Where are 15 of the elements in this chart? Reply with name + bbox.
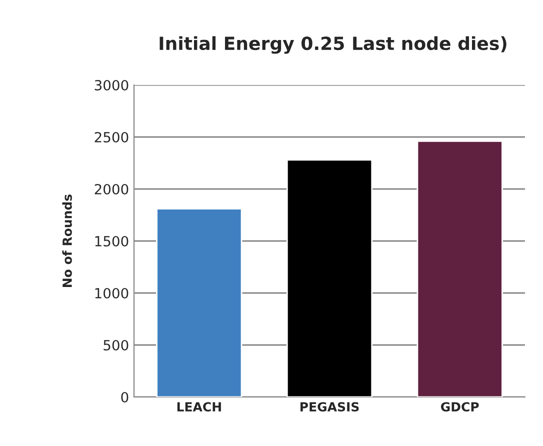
x-tick-label: PEGASIS xyxy=(300,402,359,412)
x-tick-label: LEACH xyxy=(177,402,221,412)
chart-title: Initial Energy 0.25 Last node dies) xyxy=(160,36,506,54)
y-tick-label: 0 xyxy=(121,392,128,402)
y-tick-label: 2500 xyxy=(94,132,128,142)
x-tick-label: GDCP xyxy=(440,402,479,412)
y-tick-label: 3000 xyxy=(94,80,128,90)
y-tick-label: 500 xyxy=(104,340,128,350)
y-tick-label: 1000 xyxy=(95,288,128,298)
y-tick-label: 2000 xyxy=(94,184,128,194)
bar xyxy=(156,208,242,397)
y-axis-title: No of Rounds xyxy=(62,194,72,287)
bar xyxy=(286,159,373,397)
y-tick-label: 1500 xyxy=(95,236,128,246)
bar xyxy=(416,140,503,397)
